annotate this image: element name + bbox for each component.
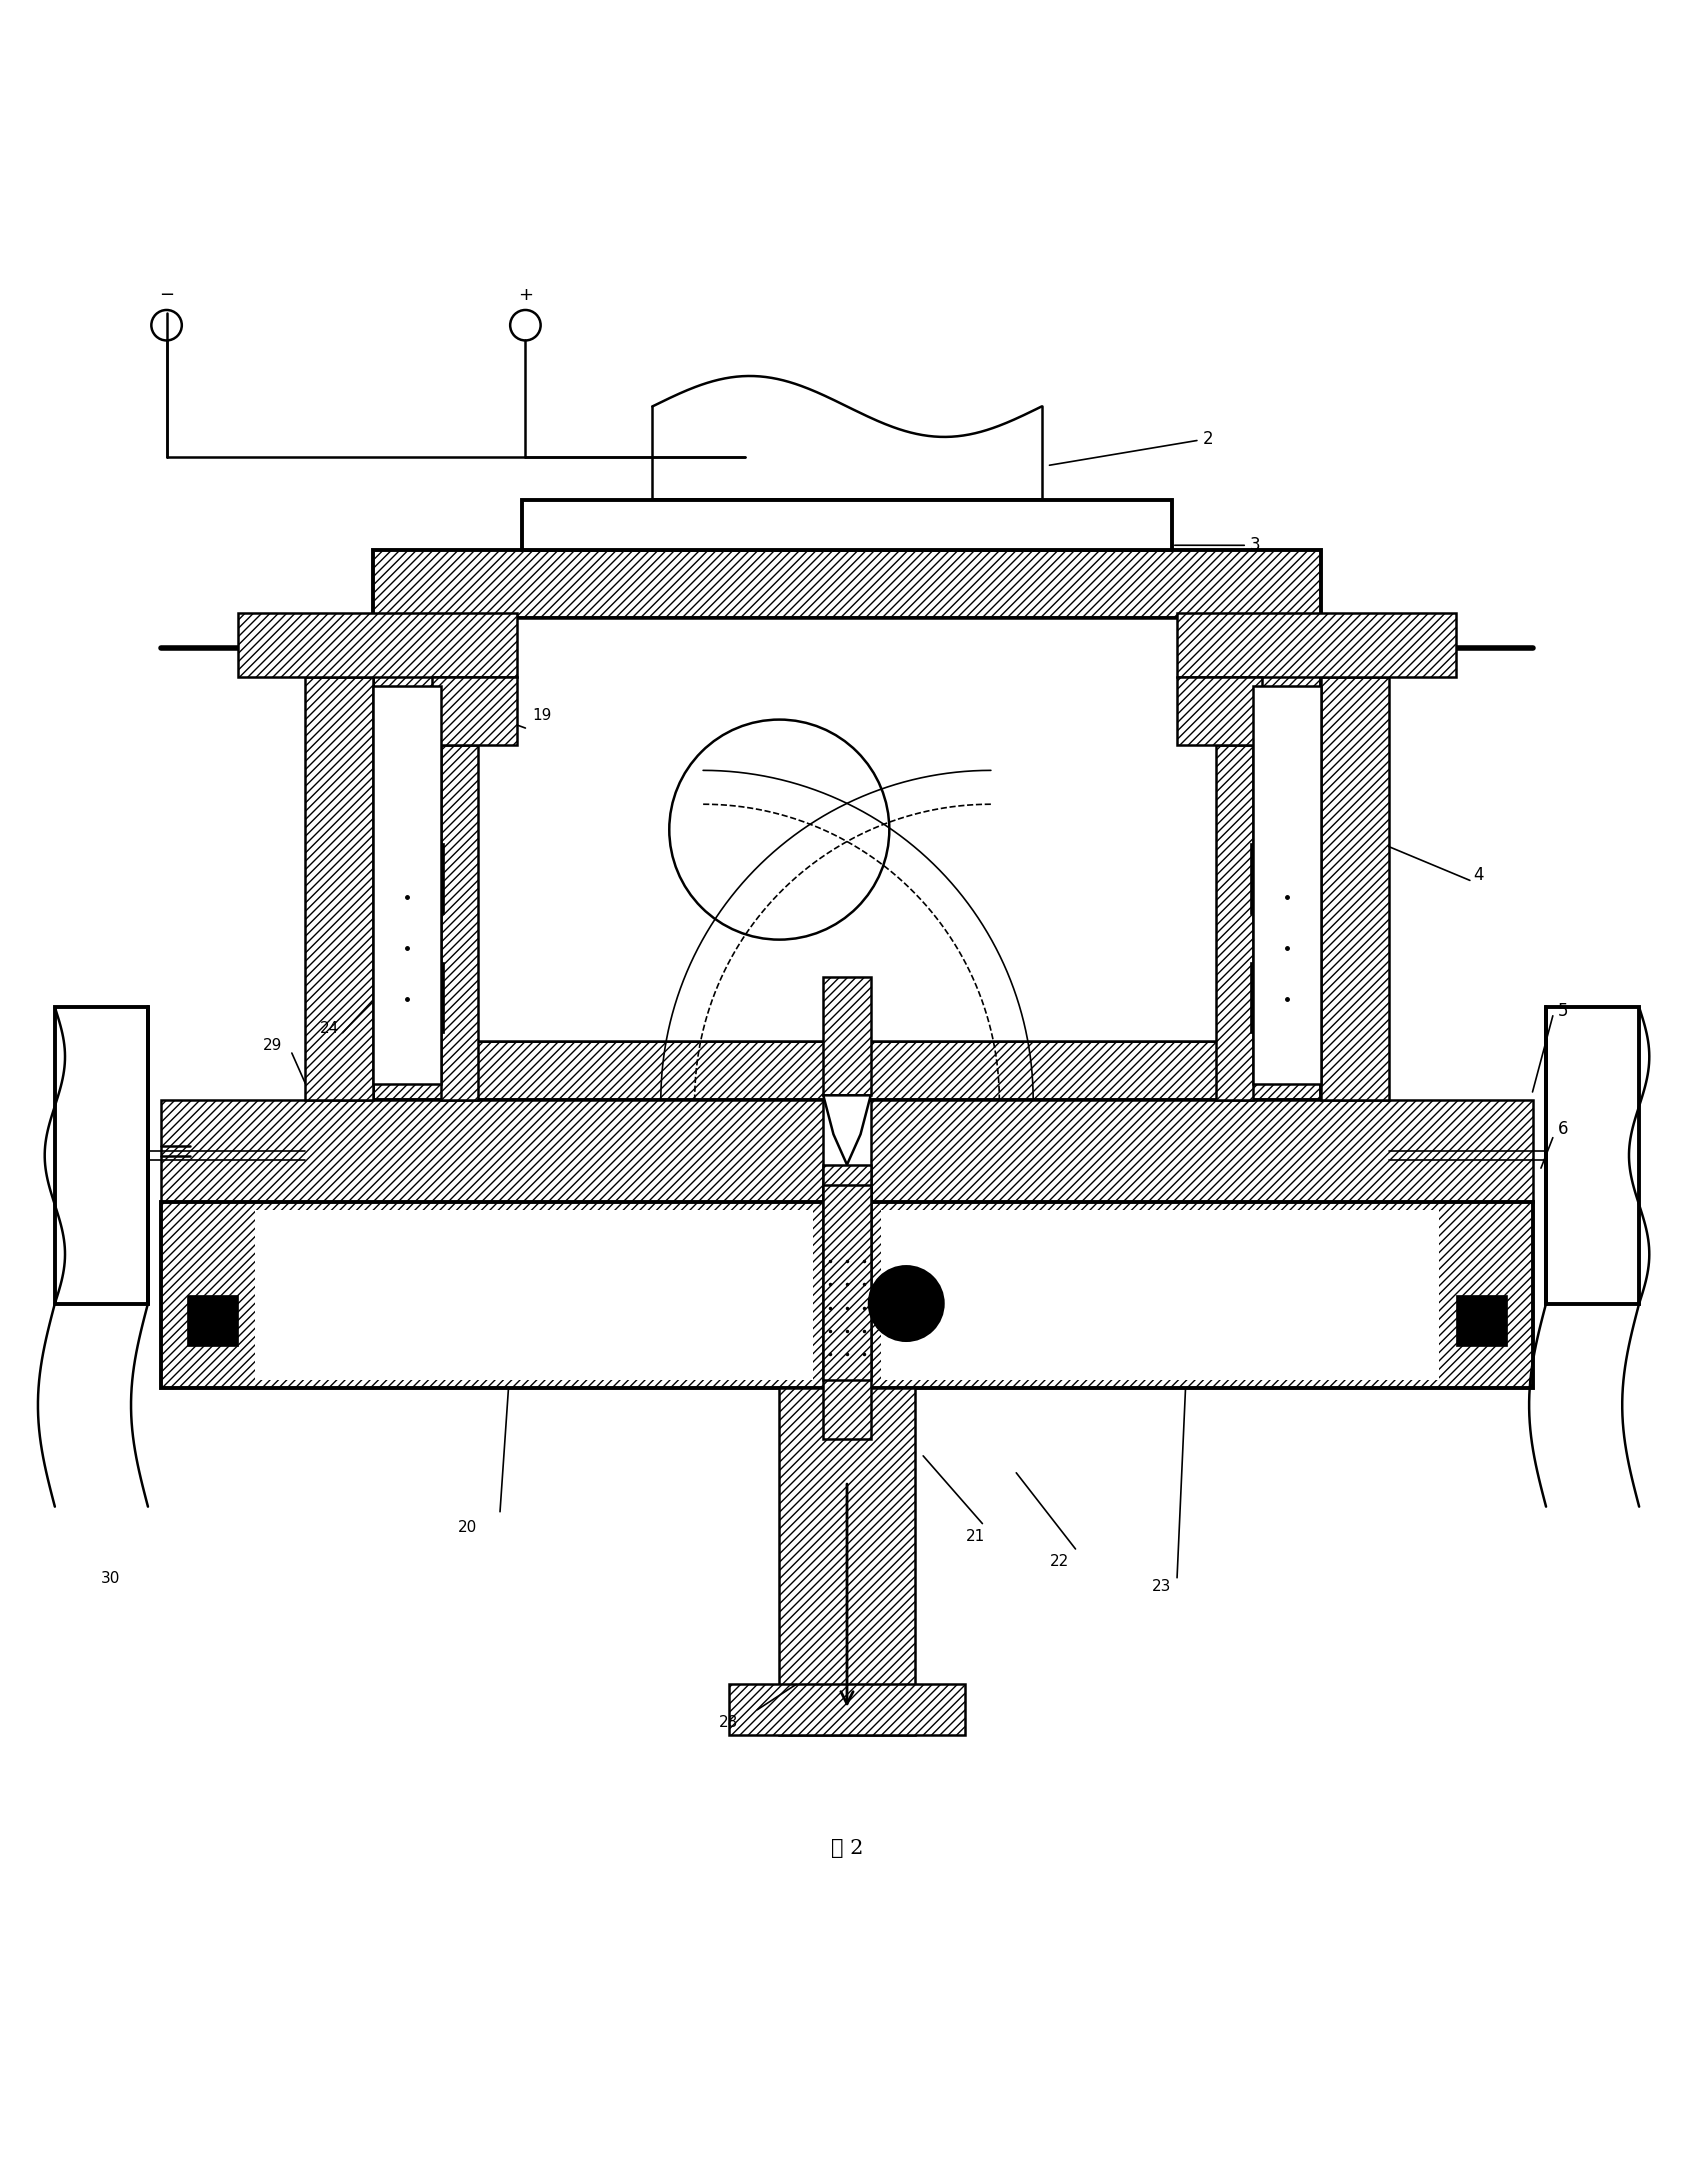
Bar — [373, 1040, 1321, 1101]
Text: 4: 4 — [1474, 867, 1484, 884]
Text: 22: 22 — [1050, 1554, 1069, 1569]
Bar — [373, 685, 440, 1084]
Text: 图 2: 图 2 — [830, 1840, 864, 1857]
Text: 6: 6 — [1558, 1120, 1569, 1138]
Bar — [1547, 1008, 1640, 1305]
Text: 2: 2 — [1050, 429, 1213, 466]
Bar — [373, 962, 444, 1034]
Bar — [1457, 1296, 1508, 1346]
Text: −: − — [159, 286, 174, 303]
Text: 3: 3 — [1174, 535, 1260, 555]
Bar — [440, 745, 478, 1101]
Bar — [474, 618, 1220, 1040]
Bar — [823, 1164, 871, 1439]
Text: 29: 29 — [263, 1038, 283, 1053]
Bar — [522, 501, 1172, 550]
Text: 21: 21 — [966, 1528, 984, 1543]
Bar — [1216, 745, 1254, 1101]
Bar — [54, 1008, 147, 1305]
Text: 28: 28 — [718, 1714, 739, 1729]
Bar — [881, 1211, 1440, 1380]
Bar — [432, 678, 517, 745]
Bar — [305, 678, 373, 1101]
Text: 24: 24 — [320, 1021, 339, 1036]
Bar — [237, 613, 517, 678]
Bar — [373, 618, 474, 1101]
Polygon shape — [823, 1094, 871, 1164]
Bar — [1321, 678, 1389, 1101]
Bar — [1177, 613, 1457, 678]
Circle shape — [869, 1266, 944, 1341]
Bar — [779, 1389, 915, 1736]
Bar — [1250, 843, 1321, 914]
Text: +: + — [518, 286, 534, 303]
Text: 30: 30 — [102, 1571, 120, 1586]
Bar — [1254, 685, 1321, 1084]
Bar — [871, 1101, 1533, 1203]
Text: 5: 5 — [1558, 1001, 1569, 1021]
Text: 23: 23 — [1152, 1580, 1171, 1595]
Bar — [186, 1296, 237, 1346]
Bar — [161, 1203, 1533, 1389]
Bar — [254, 1211, 813, 1380]
Bar — [1250, 962, 1321, 1034]
Bar — [373, 843, 444, 914]
Text: 20: 20 — [457, 1519, 478, 1534]
Bar — [823, 977, 871, 1094]
Bar — [1220, 618, 1321, 1101]
Bar — [1177, 678, 1262, 745]
Bar — [373, 550, 1321, 618]
Bar — [728, 1684, 966, 1736]
Bar — [161, 1101, 823, 1203]
Text: 19: 19 — [532, 709, 552, 722]
Bar — [823, 1185, 871, 1380]
